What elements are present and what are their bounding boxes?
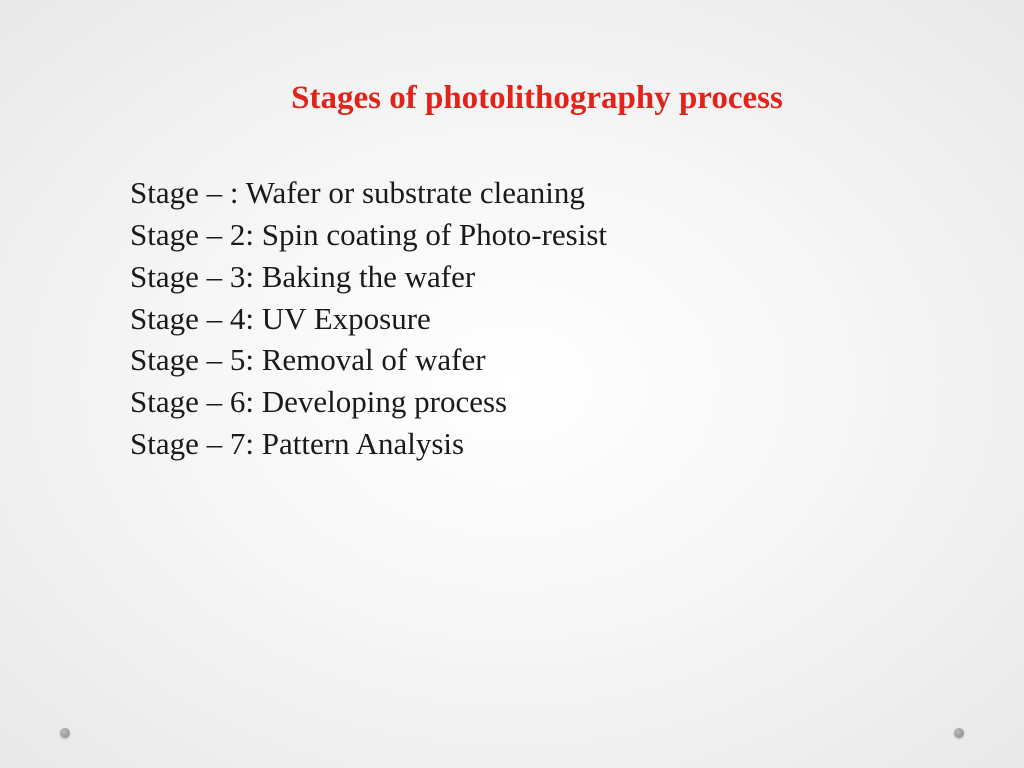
slide-title: Stages of photolithography process <box>130 80 894 117</box>
decorative-dot-icon <box>954 728 964 738</box>
stages-list: Stage – : Wafer or substrate cleaning St… <box>130 172 894 465</box>
stage-item: Stage – 7: Pattern Analysis <box>130 423 894 465</box>
stage-item: Stage – 4: UV Exposure <box>130 298 894 340</box>
stage-item: Stage – 2: Spin coating of Photo-resist <box>130 214 894 256</box>
slide-container: Stages of photolithography process Stage… <box>0 0 1024 768</box>
stage-item: Stage – 3: Baking the wafer <box>130 256 894 298</box>
stage-item: Stage – 6: Developing process <box>130 381 894 423</box>
decorative-dot-icon <box>60 728 70 738</box>
stage-item: Stage – : Wafer or substrate cleaning <box>130 172 894 214</box>
stage-item: Stage – 5: Removal of wafer <box>130 339 894 381</box>
